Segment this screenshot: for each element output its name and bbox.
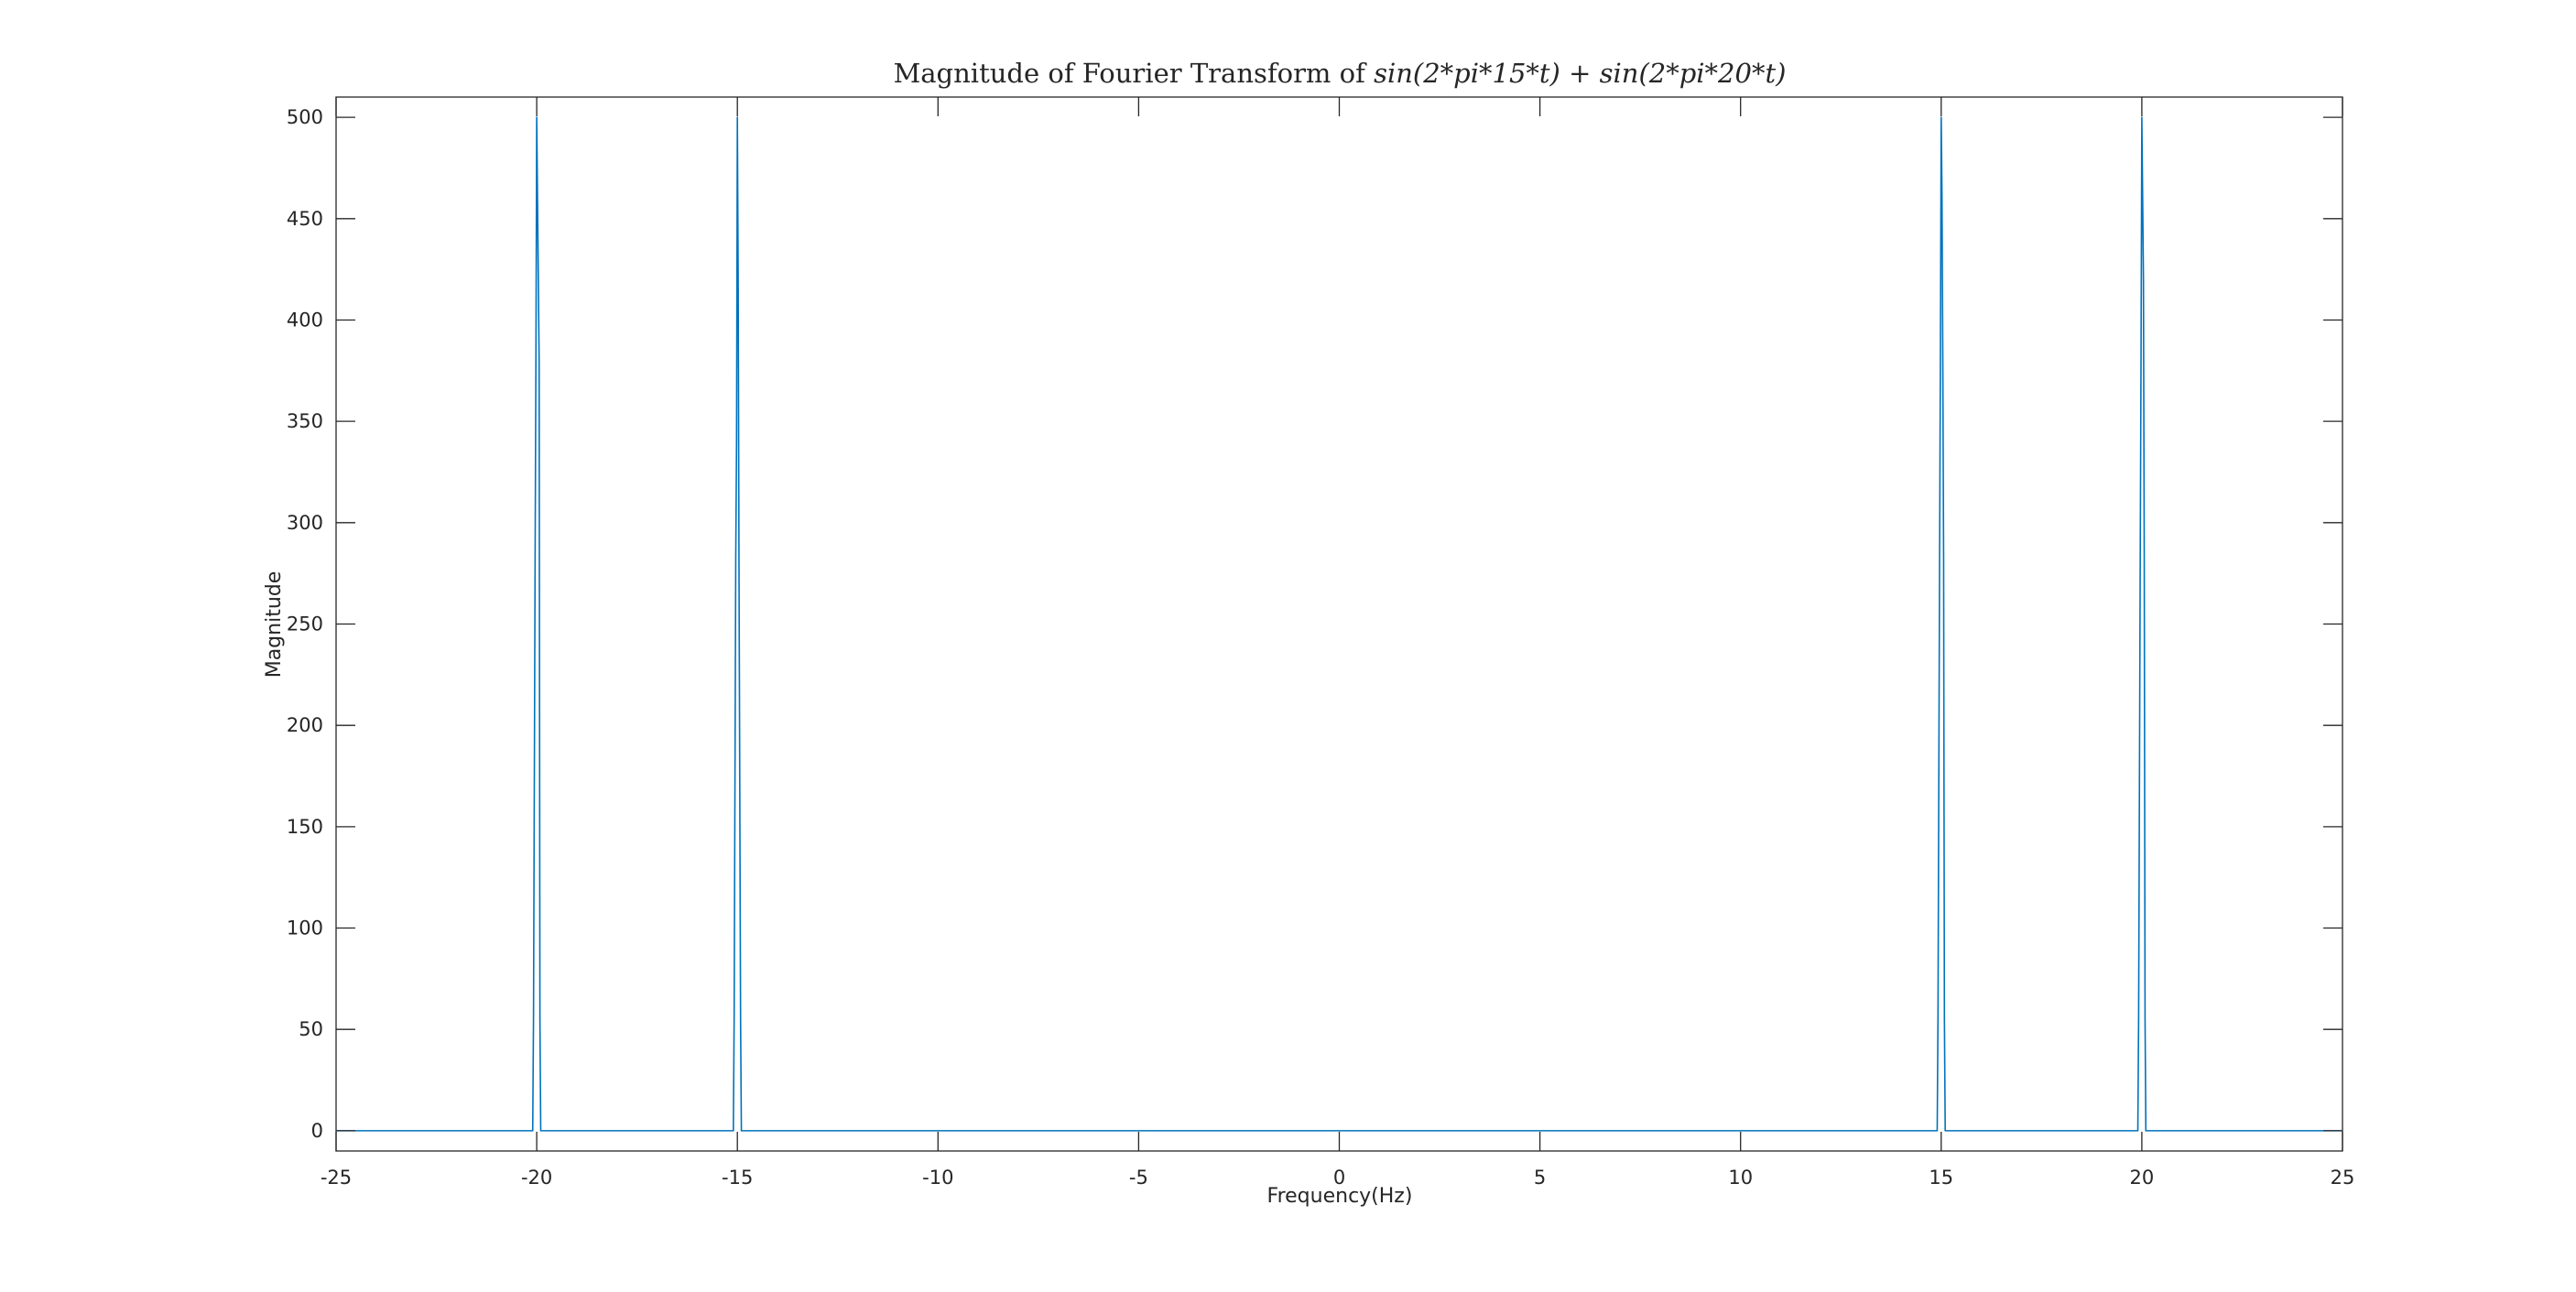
chart-title: Magnitude of Fourier Transform of sin(2*… bbox=[894, 58, 1787, 89]
x-tick-label: 0 bbox=[1333, 1167, 1345, 1189]
y-tick-label: 100 bbox=[287, 917, 323, 939]
y-tick-label: 0 bbox=[311, 1120, 323, 1142]
x-tick-label: -20 bbox=[521, 1167, 552, 1189]
x-tick-label: 15 bbox=[1929, 1167, 1953, 1189]
y-tick-label: 450 bbox=[287, 208, 323, 230]
x-tick-label: -10 bbox=[922, 1167, 953, 1189]
x-axis-ticks: -25 -20 -15 -10 -5 0 5 10 15 20 25 bbox=[321, 97, 2355, 1189]
x-tick-label: 5 bbox=[1534, 1167, 1546, 1189]
x-axis-label: Frequency(Hz) bbox=[1267, 1185, 1413, 1208]
y-tick-label: 200 bbox=[287, 714, 323, 736]
y-tick-label: 250 bbox=[287, 613, 323, 635]
x-tick-label: -5 bbox=[1129, 1167, 1148, 1189]
plot-area bbox=[335, 96, 2343, 1152]
x-tick-label: -15 bbox=[722, 1167, 753, 1189]
chart-title-formula: sin(2*pi*15*t) + sin(2*pi*20*t) bbox=[1374, 58, 1786, 89]
y-axis-ticks: 0 50 100 150 200 250 300 350 400 450 500 bbox=[287, 106, 2342, 1142]
series-line-0 bbox=[336, 116, 2342, 1132]
y-tick-label: 150 bbox=[287, 816, 323, 838]
data-layer bbox=[336, 116, 2342, 1132]
x-tick-label: 10 bbox=[1728, 1167, 1753, 1189]
y-tick-label: 500 bbox=[287, 106, 323, 128]
x-tick-label: 20 bbox=[2130, 1167, 2155, 1189]
y-tick-label: 300 bbox=[287, 512, 323, 534]
y-tick-label: 400 bbox=[287, 309, 323, 331]
y-axis-label: Magnitude bbox=[263, 571, 286, 679]
y-tick-label: 50 bbox=[299, 1018, 323, 1040]
chart-title-prefix: Magnitude of Fourier Transform of bbox=[894, 58, 1374, 89]
plot-frame bbox=[335, 96, 2343, 1152]
x-tick-label: 25 bbox=[2331, 1167, 2355, 1189]
x-tick-label: -25 bbox=[321, 1167, 352, 1189]
y-tick-label: 350 bbox=[287, 410, 323, 432]
